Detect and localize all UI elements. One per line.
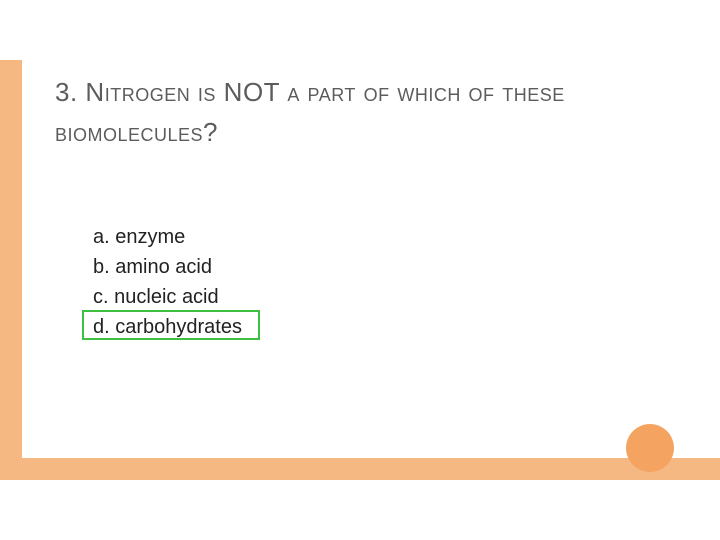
decorative-circle: [626, 424, 674, 472]
option-letter: d.: [93, 316, 110, 338]
decorative-border-left: [0, 60, 22, 480]
option-letter: a.: [93, 226, 110, 248]
option-a: a. enzyme: [93, 222, 242, 252]
question-title: 3. Nitrogen is NOT a part of which of th…: [55, 72, 695, 153]
options-list: a. enzyme b. amino acid c. nucleic acid …: [93, 222, 242, 342]
option-text: amino acid: [115, 256, 212, 278]
option-c: c. nucleic acid: [93, 282, 242, 312]
question-prefix: Nitrogen: [85, 77, 190, 107]
option-text: nucleic acid: [114, 286, 219, 308]
option-letter: b.: [93, 256, 110, 278]
question-not: NOT: [224, 77, 280, 107]
option-b: b. amino acid: [93, 252, 242, 282]
decorative-border-bottom: [22, 458, 720, 480]
question-mid: is: [190, 77, 223, 107]
option-letter: c.: [93, 286, 109, 308]
slide: 3. Nitrogen is NOT a part of which of th…: [0, 0, 720, 540]
option-d: d. carbohydrates: [93, 312, 242, 342]
question-number: 3.: [55, 77, 78, 107]
option-text: enzyme: [115, 226, 185, 248]
option-text: carbohydrates: [115, 316, 242, 338]
